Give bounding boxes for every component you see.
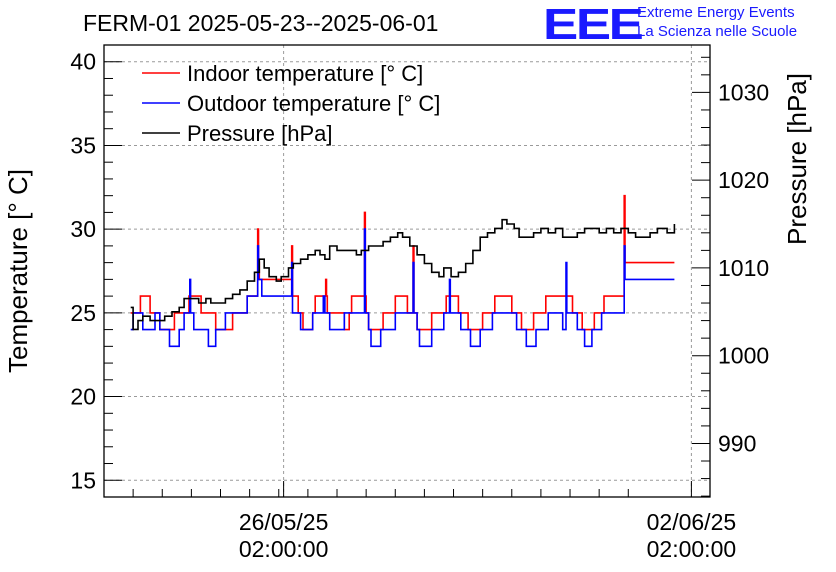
organization-line-1: Extreme Energy Events <box>637 4 795 21</box>
chart-title: FERM-01 2025-05-23--2025-06-01 <box>83 10 439 36</box>
legend-label: Pressure [hPa] <box>187 121 333 146</box>
organization-line-2: La Scienza nelle Scuole <box>637 23 798 40</box>
y2-tick-label: 1020 <box>718 167 769 193</box>
y-tick-label: 40 <box>70 49 96 75</box>
organization-name: Extreme Energy Events La Scienza nelle S… <box>637 3 797 41</box>
legend-label: Outdoor temperature [° C] <box>187 91 440 116</box>
y2-tick-label: 1000 <box>718 343 769 369</box>
x-tick-time: 02:00:00 <box>239 536 329 562</box>
y-axis-label: Temperature [° C] <box>3 169 33 373</box>
series-line <box>130 228 675 348</box>
y-tick-label: 30 <box>70 216 96 242</box>
series-line <box>130 218 676 331</box>
y-tick-label: 15 <box>70 467 96 493</box>
y2-axis-label: Pressure [hPa] <box>782 73 812 245</box>
y-tick-label: 25 <box>70 300 96 326</box>
x-tick-time: 02:00:00 <box>647 536 737 562</box>
y2-tick-label: 990 <box>718 430 756 456</box>
series-line <box>130 194 675 331</box>
plot-frame <box>103 44 711 498</box>
x-tick-date: 02/06/25 <box>647 509 737 535</box>
y2-tick-label: 1010 <box>718 255 769 281</box>
x-tick-date: 26/05/25 <box>239 509 329 535</box>
eee-logo: EEE <box>543 0 644 49</box>
y-tick-label: 35 <box>70 132 96 158</box>
y2-tick-label: 1030 <box>718 79 769 105</box>
y-tick-label: 20 <box>70 384 96 410</box>
legend-label: Indoor temperature [° C] <box>187 61 423 86</box>
